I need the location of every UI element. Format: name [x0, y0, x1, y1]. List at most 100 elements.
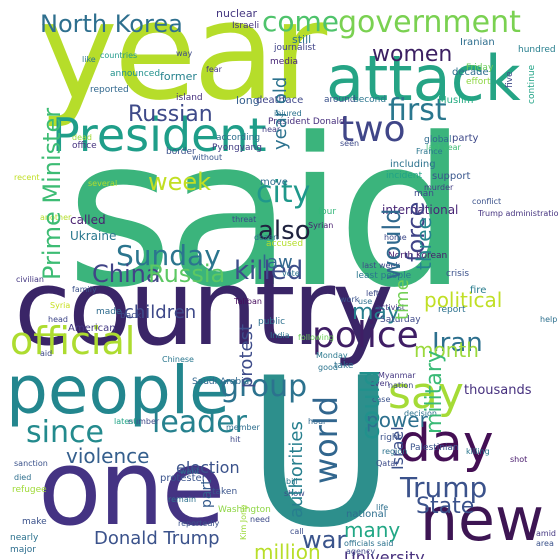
word: incident [386, 171, 423, 181]
word: journalist [274, 43, 316, 53]
word: since [26, 415, 104, 450]
word: city [256, 175, 311, 210]
word: take [334, 361, 354, 371]
word: need [250, 515, 270, 524]
word: move [260, 177, 288, 188]
word: man [414, 189, 434, 199]
word: Pyongyang [212, 143, 262, 153]
word: leader [152, 405, 248, 440]
word: died [14, 473, 32, 482]
word: want [180, 467, 200, 476]
word: taken [212, 487, 238, 497]
word: including [390, 159, 436, 170]
word: report [438, 305, 466, 315]
word: hour [308, 417, 327, 426]
word: effort [466, 77, 491, 87]
word: back [120, 311, 142, 321]
word: according [216, 133, 261, 143]
word: China [92, 260, 161, 288]
word: recent [14, 173, 40, 182]
word: people [6, 352, 230, 429]
word: Chinese [162, 355, 194, 364]
word: family [72, 285, 97, 294]
word: officials said [344, 539, 394, 548]
word: island [176, 93, 203, 103]
word: help [540, 315, 558, 324]
word: protester [160, 473, 206, 484]
word: make [22, 517, 47, 527]
word: even [370, 379, 390, 388]
word: like [82, 55, 96, 64]
word: part [199, 479, 215, 508]
word: fire [470, 285, 487, 296]
word: violence [66, 444, 150, 468]
word: major [10, 545, 36, 555]
word: office [72, 141, 97, 151]
word: area [536, 539, 554, 548]
word: American [68, 323, 116, 334]
word: case [372, 395, 391, 404]
word: come [262, 5, 340, 38]
word: Washington [218, 505, 271, 515]
word: several [88, 179, 118, 188]
word: shot [510, 455, 528, 464]
word: million [254, 540, 321, 559]
word: decision [404, 409, 437, 418]
word: second [354, 95, 387, 105]
word: Trump [400, 471, 488, 504]
word: law [262, 252, 293, 273]
word: President [52, 108, 267, 162]
word: number [128, 417, 160, 426]
word: Iranian [460, 37, 495, 48]
word: many [344, 518, 401, 542]
word: country [14, 247, 394, 369]
word: year [38, 0, 327, 130]
word: may [352, 300, 400, 325]
word: President Donald [268, 117, 345, 127]
word: civilian [16, 275, 44, 284]
word: border [166, 147, 196, 157]
word: Taliban [234, 297, 262, 306]
word: month [414, 338, 479, 362]
word: said [66, 95, 468, 333]
word: dead [72, 133, 92, 142]
word: sanction [14, 459, 48, 468]
word: head [48, 315, 68, 324]
word: Russia [148, 260, 226, 288]
word: North Korean [388, 251, 448, 261]
word: remain [168, 495, 197, 504]
word: Muslim [438, 95, 474, 106]
word: would [378, 208, 406, 280]
word: Donald Trump [94, 528, 220, 549]
word: aid [40, 349, 53, 358]
word: Russian [128, 102, 213, 127]
word: agency [346, 547, 376, 556]
word: Qatar [376, 459, 399, 468]
word: Monday [316, 351, 348, 360]
word: party [452, 133, 479, 144]
word: police [312, 315, 419, 356]
word: group [220, 369, 308, 404]
word: Saudi Arabia [192, 377, 250, 387]
word: support [432, 171, 471, 182]
word: North Korea [40, 10, 183, 38]
word: use [358, 297, 373, 306]
word: face [282, 95, 304, 106]
word: near [262, 125, 281, 134]
word: killing [466, 447, 490, 456]
word: conflict [472, 197, 502, 206]
word: nearly [10, 533, 39, 543]
word: military [422, 350, 447, 434]
word: threat [232, 215, 257, 224]
word: continue [527, 64, 537, 104]
word: region [382, 447, 408, 456]
word: made [96, 307, 122, 317]
word: State [416, 494, 475, 519]
word: last week [362, 261, 400, 270]
word: latest [114, 417, 137, 426]
word: nuclear [216, 7, 258, 20]
word: around [324, 95, 356, 105]
word: still [292, 33, 312, 46]
word: public [258, 317, 286, 327]
word: global [424, 135, 452, 145]
